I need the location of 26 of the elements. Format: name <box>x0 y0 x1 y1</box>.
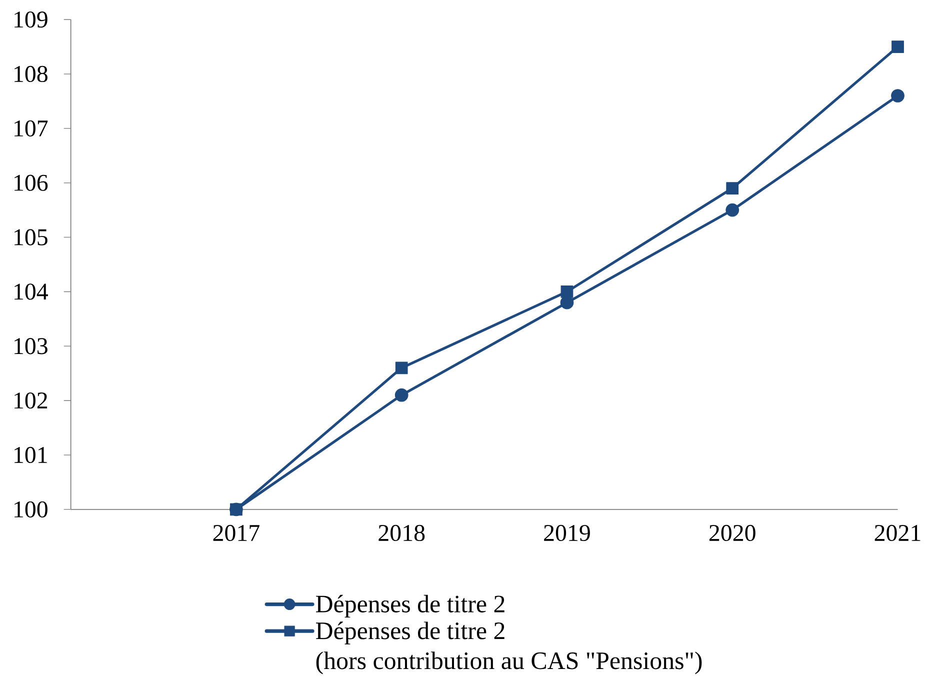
point <box>230 503 242 516</box>
point <box>892 40 904 53</box>
x-tick-label: 2017 <box>213 524 260 541</box>
y-tick-label: 101 <box>14 446 47 463</box>
point <box>560 285 574 298</box>
y-tick-label: 104 <box>14 283 48 300</box>
y-tick-label: 103 <box>14 338 48 354</box>
point <box>726 203 740 217</box>
y-tick-label: 107 <box>14 120 48 136</box>
legend-label: Dépenses de titre 2 <box>316 594 504 618</box>
point <box>560 296 574 310</box>
point <box>395 362 408 374</box>
x-tick-label: 2020 <box>709 524 756 541</box>
x-tick-label: 2021 <box>874 524 920 541</box>
point <box>394 388 408 402</box>
x-tick-label: 2019 <box>544 524 590 541</box>
y-tick-label: 105 <box>14 229 48 246</box>
y-tick-label: 102 <box>14 392 48 409</box>
y-tick-label: 106 <box>14 174 48 191</box>
legend-label: Dépenses de titre 2 (hors contribution au CAS "Pensions") <box>316 622 702 674</box>
x-tick-label: 2018 <box>378 524 425 541</box>
point <box>891 88 904 102</box>
y-tick-label: 109 <box>14 11 48 28</box>
point <box>726 182 739 194</box>
y-tick-label: 100 <box>14 501 48 518</box>
y-tick-label: 108 <box>14 66 48 82</box>
